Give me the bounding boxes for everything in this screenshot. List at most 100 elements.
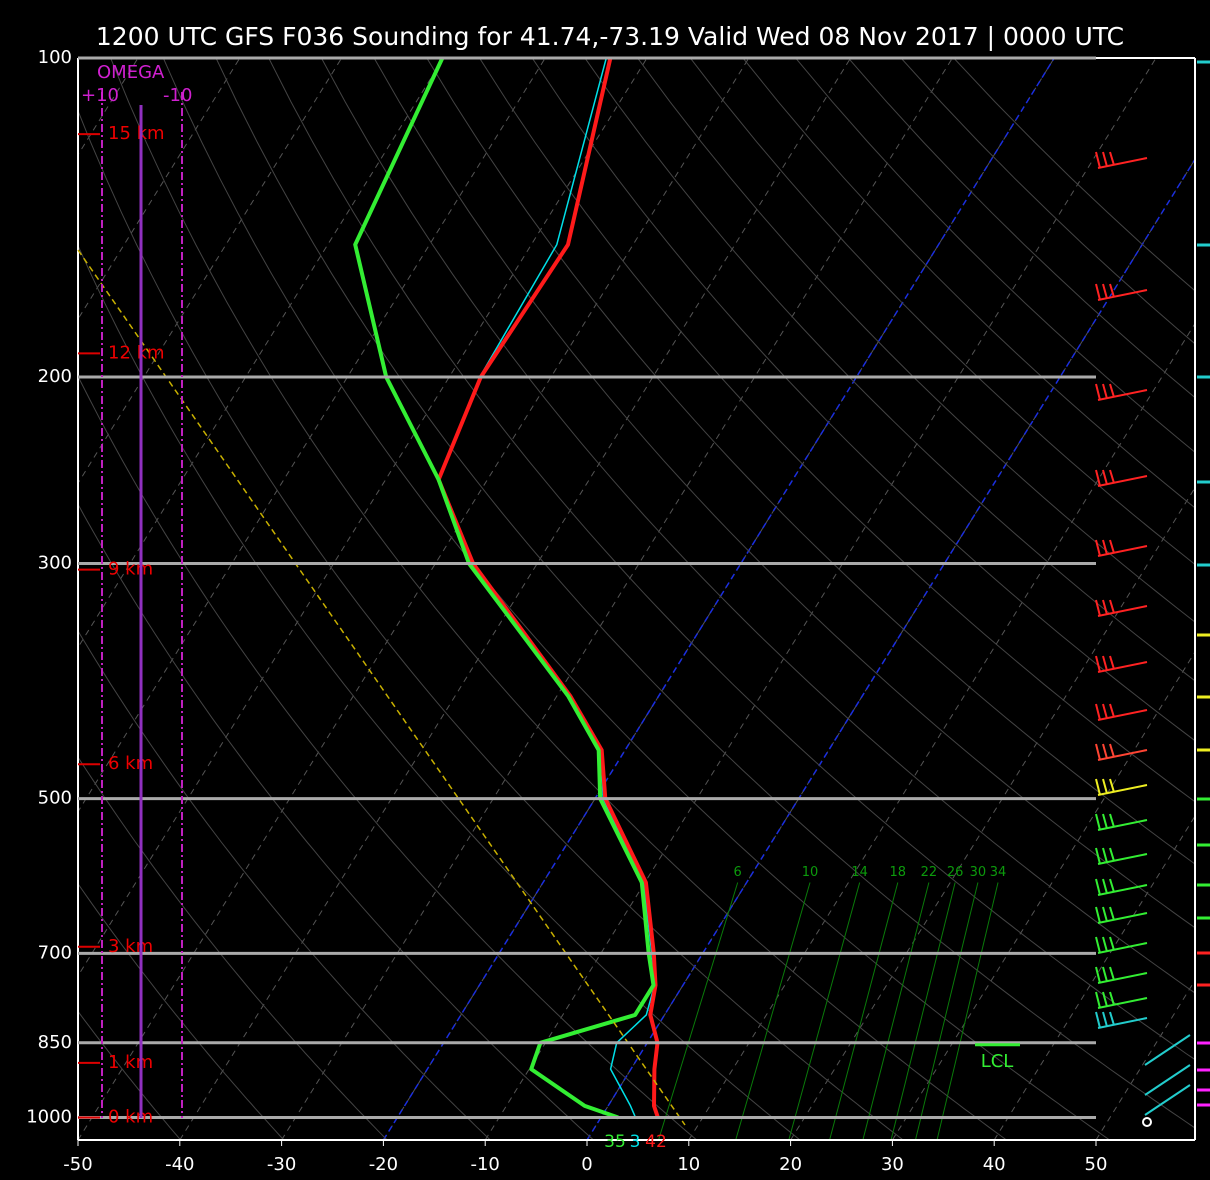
mixing-ratio-label: 18 — [890, 865, 907, 880]
wind-barb-flag — [1102, 991, 1108, 1007]
wind-barb-flag — [1109, 383, 1115, 398]
x-tick-label: -20 — [369, 1154, 398, 1175]
x-tick-label: -30 — [267, 1154, 296, 1175]
wind-barb-flag — [1102, 703, 1108, 719]
wind-barb-flag — [1095, 1011, 1101, 1029]
isotherm — [79, 59, 546, 811]
dry-adiabat — [637, 59, 1195, 623]
profile-line — [353, 59, 656, 1120]
isotherm — [79, 59, 749, 1140]
omega-title: OMEGA — [97, 62, 165, 83]
wind-barb-flag — [1102, 469, 1108, 485]
wind-barb-flag — [1102, 936, 1108, 952]
wind-barb-flag — [1109, 936, 1115, 951]
mixing-ratio-line — [829, 882, 899, 1140]
isotherm — [281, 59, 953, 1140]
mixing-ratio-line — [788, 882, 861, 1140]
omega-label: +10 — [81, 85, 119, 106]
plot-area — [0, 58, 1195, 1140]
wind-barb-flag — [1095, 539, 1101, 557]
wind-barb-flag — [1109, 1011, 1115, 1026]
y-tick-label: 300 — [38, 553, 72, 574]
mixing-ratio-line — [658, 882, 739, 1140]
wind-barb-flag — [1095, 878, 1101, 896]
dry-adiabat — [79, 377, 698, 1140]
dry-adiabat — [532, 59, 1195, 742]
wind-barb-flag — [1102, 283, 1108, 299]
wind-barb-flag — [1102, 966, 1108, 982]
wind-barb-flag — [1109, 655, 1115, 670]
mixing-ratio-label: 34 — [990, 865, 1007, 880]
mixing-ratio-line — [735, 882, 811, 1140]
wind-barb-flag — [1109, 847, 1115, 862]
x-tick-label: -40 — [165, 1154, 194, 1175]
isotherm — [790, 486, 1195, 1140]
isotherm — [891, 650, 1195, 1140]
wind-barb-flag — [1102, 906, 1108, 922]
dry-adiabat — [79, 757, 388, 1140]
wind-barb-flag — [1095, 383, 1101, 401]
wind-barb-flag — [1102, 778, 1108, 794]
wind-barb-flag — [1102, 1011, 1108, 1027]
wind-barb-flag — [1102, 655, 1108, 671]
isotherm — [993, 815, 1195, 1140]
surface-dewpoint: 35 — [604, 1132, 626, 1152]
wind-barb-flag — [1102, 743, 1108, 759]
wind-barb-flag — [1102, 813, 1108, 829]
mixing-ratio-label: 14 — [851, 865, 868, 880]
dry-adiabat — [110, 59, 1007, 1140]
height-label: 6 km — [108, 753, 153, 774]
dry-adiabat — [743, 59, 1195, 509]
wind-barb-flag — [1102, 539, 1108, 555]
mixing-ratio-line — [914, 882, 979, 1140]
wind-barb-flag — [1109, 599, 1115, 614]
wind-barb-flag — [1095, 283, 1101, 301]
isotherm — [79, 59, 648, 976]
wind-barb-flag — [1095, 703, 1101, 721]
isotherm — [79, 59, 444, 647]
y-tick-label: 500 — [38, 788, 72, 809]
x-tick-label: 30 — [881, 1154, 904, 1175]
wind-barb-flag — [1102, 383, 1108, 399]
wind-barb-flag — [1095, 936, 1101, 954]
profile-line — [436, 59, 660, 1119]
wind-barb — [1144, 1064, 1191, 1096]
mixing-ratio-label: 30 — [970, 865, 987, 880]
wind-barb-flag — [1095, 991, 1101, 1009]
isotherm — [79, 59, 342, 483]
highlight-isotherm — [382, 59, 1055, 1140]
wind-barb-flag — [1095, 813, 1101, 831]
dry-adiabat — [268, 59, 1195, 1061]
x-tick-label: 40 — [983, 1154, 1006, 1175]
wind-barb-flag — [1095, 599, 1101, 617]
isotherm — [688, 322, 1195, 1140]
isotherm — [179, 59, 851, 1140]
dry-adiabat — [163, 59, 1110, 1140]
isotherm — [0, 58, 36, 1140]
height-label: 0 km — [108, 1107, 153, 1128]
height-label: 12 km — [108, 342, 165, 363]
dry-adiabat — [79, 246, 801, 1140]
dry-adiabat — [479, 59, 1195, 803]
dry-adiabat — [321, 59, 1195, 994]
x-tick-label: -10 — [470, 1154, 499, 1175]
dry-adiabat — [79, 1011, 181, 1140]
wind-barb-flag — [1095, 469, 1101, 487]
isotherm — [79, 59, 240, 319]
wind-barb-flag — [1109, 966, 1115, 981]
wind-barb-flag — [1095, 906, 1101, 924]
wind-barb-flag — [1102, 878, 1108, 894]
height-label: 1 km — [108, 1052, 153, 1073]
y-tick-label: 700 — [38, 942, 72, 963]
wind-barb-flag — [1095, 655, 1101, 673]
dry-adiabat — [79, 505, 594, 1140]
mixing-ratio-label: 6 — [734, 865, 742, 880]
wind-barb-flag — [1102, 847, 1108, 863]
wind-barb-flag — [1109, 991, 1115, 1006]
wind-barb-flag — [1102, 599, 1108, 615]
mixing-ratio-line — [890, 882, 956, 1140]
isotherm — [79, 59, 139, 155]
profile-line — [437, 59, 656, 1118]
